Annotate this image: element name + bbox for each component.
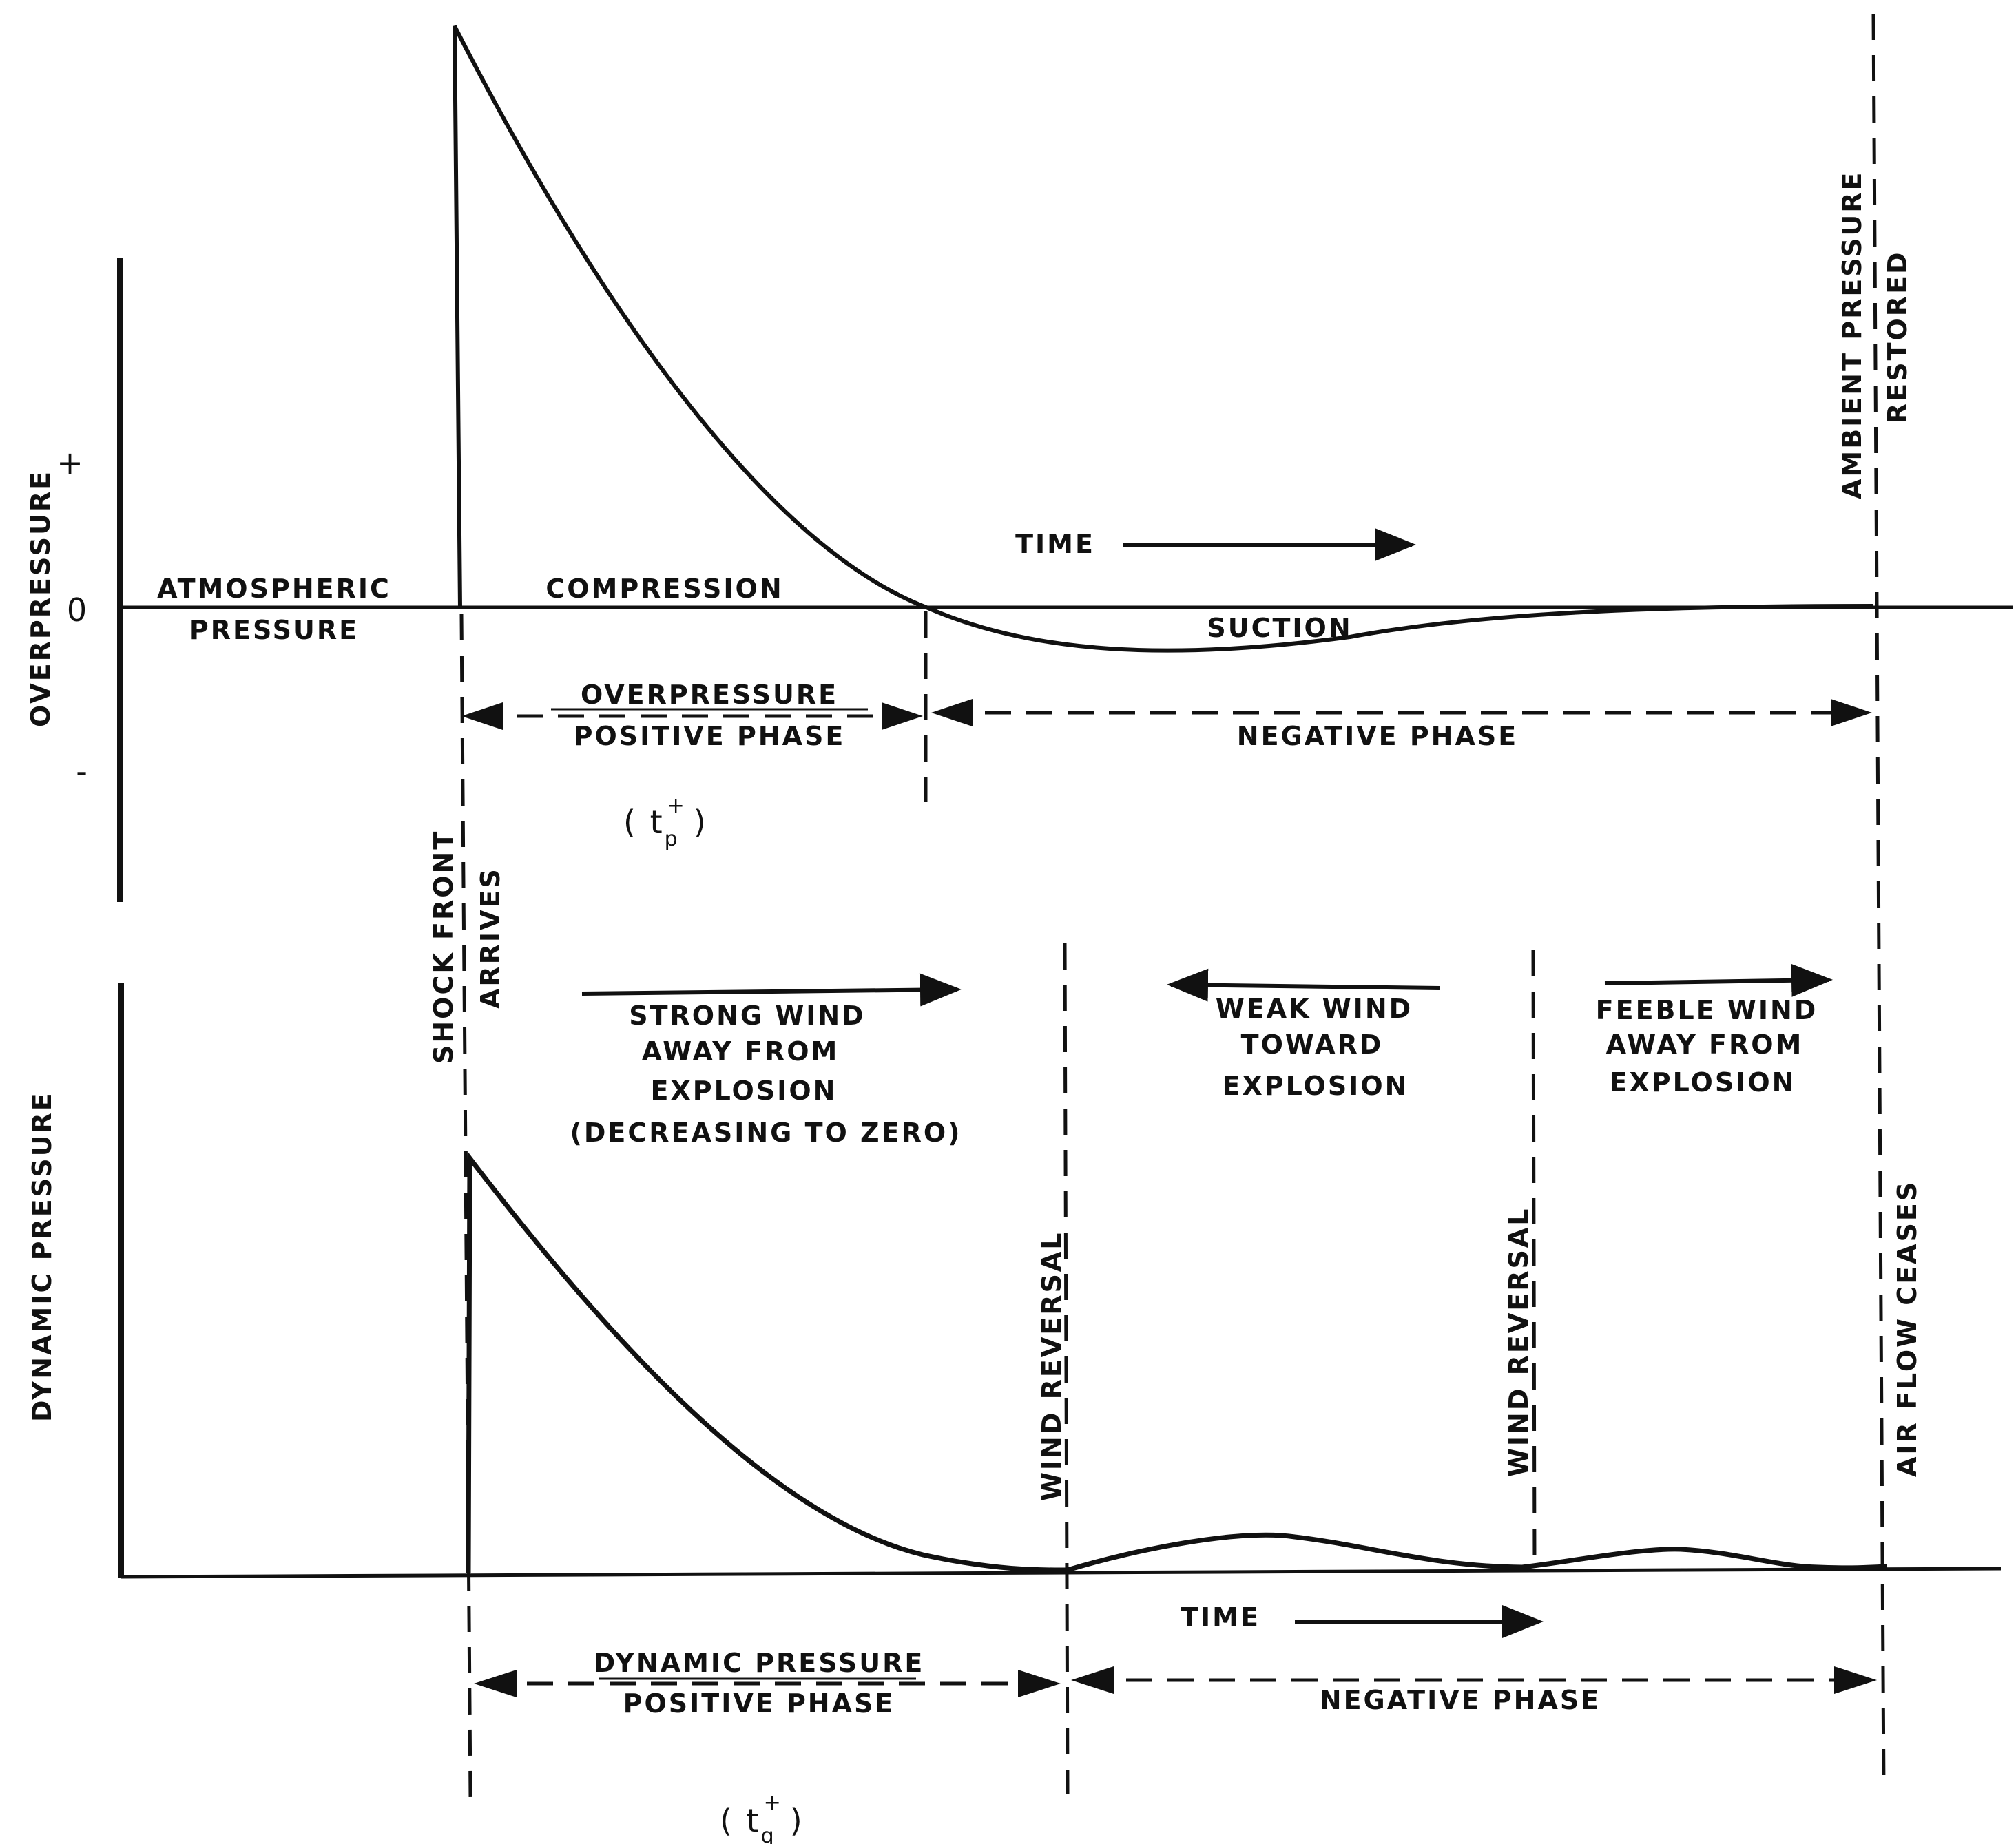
dynamic-pressure-axis-title: DYNAMIC PRESSURE: [27, 1091, 57, 1422]
dynamic-pressure-baseline: [121, 1567, 2002, 1579]
overpressure-panel: OVERPRESSURE + 0 - ATMOSPHERIC PRESSURE …: [25, 25, 2013, 902]
compression-label: COMPRESSION: [545, 574, 783, 604]
dynamic-negative-phase-span: NEGATIVE PHASE: [1071, 1666, 1877, 1715]
feeble-wind-line2: AWAY FROM: [1606, 1029, 1804, 1060]
overpressure-negative-phase-span: NEGATIVE PHASE: [931, 699, 1872, 751]
overpressure-axis-title: OVERPRESSURE: [25, 470, 56, 727]
dynamic-pressure-panel: DYNAMIC PRESSURE STRONG WIND AWAY FROM E…: [27, 963, 2002, 1844]
shock-front-label-line2: ARRIVES: [475, 867, 506, 1009]
suction-label: SUCTION: [1207, 613, 1352, 643]
wind-reversal-1-marker: [1063, 943, 1070, 1794]
overpressure-positive-phase-line2: POSITIVE PHASE: [574, 721, 846, 751]
shock-front-label-line1: SHOCK FRONT: [428, 830, 459, 1064]
plus-sign: +: [56, 444, 85, 481]
weak-wind-line3: EXPLOSION: [1223, 1071, 1409, 1101]
overpressure-positive-phase-line1: OVERPRESSURE: [581, 680, 838, 710]
wind-reversal-2-marker: [1531, 950, 1537, 1571]
ambient-pressure-label-line2: RESTORED: [1882, 250, 1913, 423]
overpressure-positive-phase-span: OVERPRESSURE POSITIVE PHASE: [461, 680, 923, 751]
minus-sign: -: [76, 753, 90, 790]
dynamic-positive-phase-line2: POSITIVE PHASE: [623, 1688, 895, 1719]
atmospheric-label-line2: PRESSURE: [189, 615, 359, 645]
feeble-wind-line3: EXPLOSION: [1610, 1067, 1796, 1098]
tp-duration-label: ( tp+): [623, 794, 708, 851]
dynamic-positive-phase-span: DYNAMIC PRESSURE POSITIVE PHASE: [474, 1648, 1061, 1719]
strong-wind-arrow: [581, 973, 962, 1007]
overpressure-curve: [453, 25, 1874, 653]
weak-wind-arrow: [1167, 968, 1440, 1002]
dynamic-negative-phase-label: NEGATIVE PHASE: [1320, 1685, 1601, 1715]
wind-reversal-1-label: WIND REVERSAL: [1037, 1231, 1067, 1501]
time-markers: SHOCK FRONT ARRIVES WIND REVERSAL WIND R…: [428, 13, 1922, 1798]
time-label-bottom: TIME: [1181, 1602, 1260, 1633]
strong-wind-line1: STRONG WIND: [629, 1000, 865, 1031]
strong-wind-line2: AWAY FROM: [642, 1036, 840, 1067]
dynamic-positive-phase-line1: DYNAMIC PRESSURE: [594, 1648, 925, 1678]
zero-label: 0: [67, 591, 89, 629]
weak-wind-line2: TOWARD: [1241, 1029, 1384, 1060]
atmospheric-label-line1: ATMOSPHERIC: [157, 574, 391, 604]
ambient-pressure-label-line1: AMBIENT PRESSURE: [1837, 171, 1867, 499]
dynamic-pressure-curve: [466, 1151, 1888, 1574]
time-label-top: TIME: [1015, 529, 1095, 559]
ambient-restored-marker: [1871, 13, 1886, 1791]
strong-wind-line4: (DECREASING TO ZERO): [570, 1118, 962, 1148]
strong-wind-line3: EXPLOSION: [651, 1076, 838, 1106]
overpressure-negative-phase-label: NEGATIVE PHASE: [1237, 721, 1518, 751]
weak-wind-line1: WEAK WIND: [1216, 994, 1413, 1024]
shock-front-marker: [459, 614, 472, 1798]
feeble-wind-arrow: [1604, 963, 1833, 997]
air-flow-ceases-label: AIR FLOW CEASES: [1892, 1180, 1922, 1477]
wind-reversal-2-label: WIND REVERSAL: [1504, 1207, 1534, 1477]
feeble-wind-line1: FEEBLE WIND: [1596, 995, 1818, 1025]
tq-duration-label: ( tq+): [720, 1791, 804, 1844]
